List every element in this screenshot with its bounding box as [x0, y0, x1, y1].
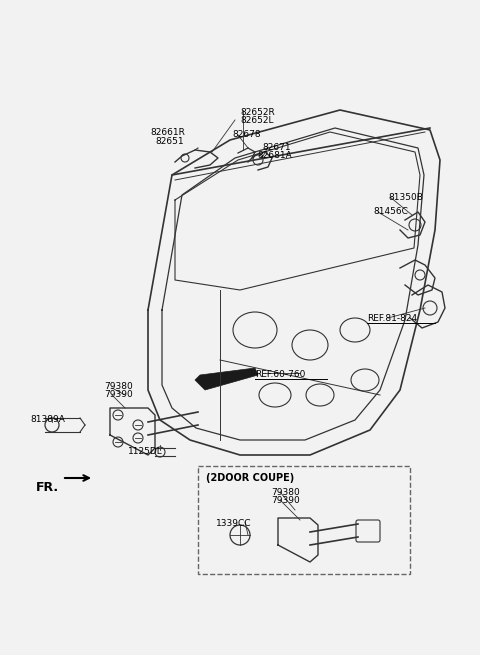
- Text: 1339CC: 1339CC: [216, 519, 252, 528]
- Text: 82681A: 82681A: [257, 151, 292, 160]
- Text: 79380: 79380: [271, 488, 300, 497]
- Text: 81456C: 81456C: [373, 207, 408, 216]
- Text: 82671: 82671: [262, 143, 290, 152]
- Text: 82678: 82678: [232, 130, 261, 139]
- Text: REF.81-824: REF.81-824: [367, 314, 417, 323]
- Text: 79380: 79380: [104, 382, 133, 391]
- Text: (2DOOR COUPE): (2DOOR COUPE): [206, 473, 294, 483]
- Text: 81350B: 81350B: [388, 193, 423, 202]
- Text: 82652R: 82652R: [240, 108, 275, 117]
- Text: 79390: 79390: [104, 390, 133, 399]
- Text: FR.: FR.: [36, 481, 59, 494]
- Text: 82661R: 82661R: [150, 128, 185, 137]
- Text: 81389A: 81389A: [30, 415, 65, 424]
- Text: 1125DL: 1125DL: [128, 447, 163, 456]
- Bar: [198, 466, 410, 574]
- Text: REF.60-760: REF.60-760: [255, 370, 305, 379]
- Text: 79390: 79390: [271, 496, 300, 505]
- Text: 82651: 82651: [155, 137, 184, 146]
- Polygon shape: [195, 368, 258, 390]
- Text: 82652L: 82652L: [240, 116, 274, 125]
